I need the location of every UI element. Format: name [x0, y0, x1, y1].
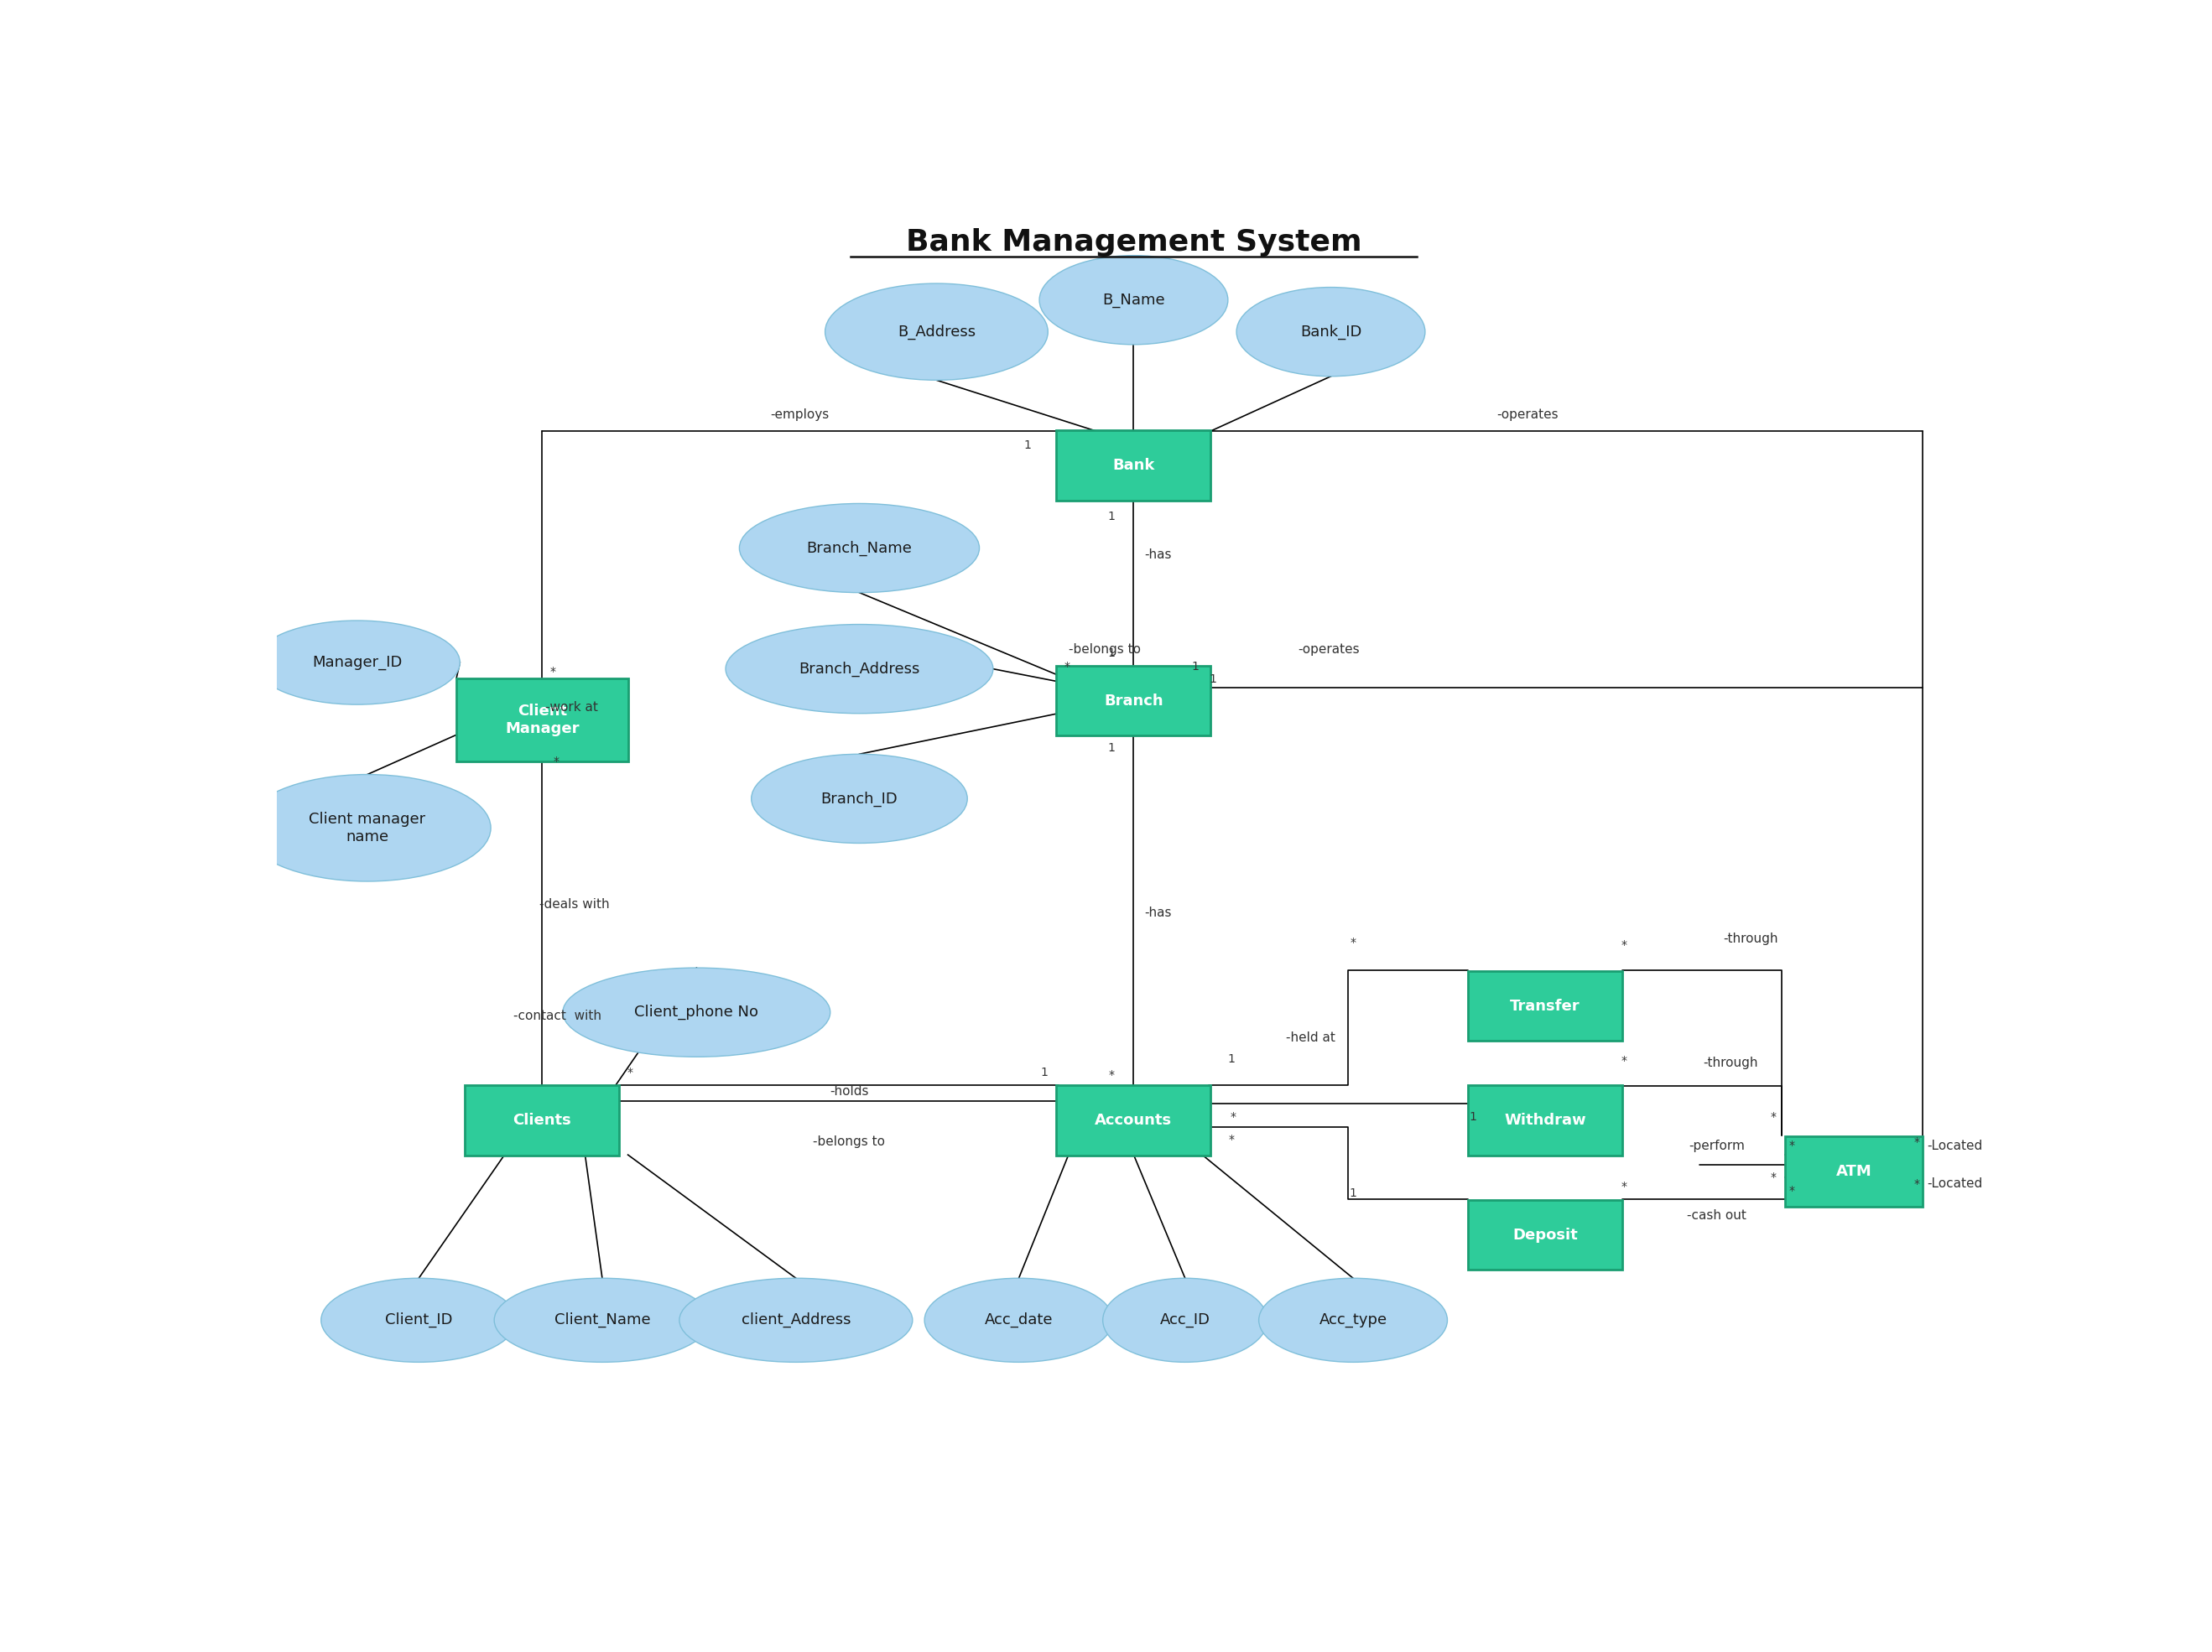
Text: *: *: [549, 666, 555, 677]
Text: 1: 1: [1228, 1054, 1234, 1066]
Text: Withdraw: Withdraw: [1504, 1113, 1586, 1128]
Text: Branch: Branch: [1104, 694, 1164, 709]
Text: Branch_ID: Branch_ID: [821, 791, 898, 806]
Ellipse shape: [1040, 256, 1228, 345]
Text: -belongs to: -belongs to: [814, 1137, 885, 1148]
Text: -cash out: -cash out: [1688, 1209, 1745, 1222]
FancyBboxPatch shape: [1057, 431, 1210, 501]
Text: -operates: -operates: [1298, 644, 1360, 656]
Text: 1: 1: [1208, 674, 1217, 686]
Text: 1: 1: [1192, 661, 1199, 672]
FancyBboxPatch shape: [1469, 1085, 1621, 1155]
Text: ATM: ATM: [1836, 1163, 1871, 1180]
Text: *: *: [1230, 1110, 1237, 1122]
Ellipse shape: [679, 1279, 914, 1363]
Ellipse shape: [752, 753, 967, 843]
Text: 1: 1: [1108, 648, 1115, 659]
FancyBboxPatch shape: [1469, 971, 1621, 1041]
Ellipse shape: [562, 968, 830, 1057]
Ellipse shape: [1104, 1279, 1267, 1363]
Text: -has: -has: [1144, 907, 1172, 920]
Text: Clients: Clients: [513, 1113, 571, 1128]
FancyBboxPatch shape: [465, 1085, 619, 1155]
FancyBboxPatch shape: [1057, 1085, 1210, 1155]
Text: -held at: -held at: [1285, 1031, 1334, 1044]
Text: B_Address: B_Address: [898, 324, 975, 339]
Text: *: *: [1064, 661, 1071, 672]
Text: -through: -through: [1703, 1057, 1759, 1069]
Text: -Located: -Located: [1927, 1140, 1982, 1151]
Text: *: *: [1790, 1184, 1794, 1196]
Ellipse shape: [726, 624, 993, 714]
Ellipse shape: [493, 1279, 710, 1363]
Text: Deposit: Deposit: [1513, 1227, 1577, 1242]
Text: -holds: -holds: [830, 1085, 869, 1097]
Text: *: *: [1621, 1056, 1626, 1067]
Ellipse shape: [321, 1279, 515, 1363]
Text: -has: -has: [1144, 548, 1172, 560]
Text: 1: 1: [1108, 742, 1115, 753]
Text: Client_Name: Client_Name: [555, 1313, 650, 1328]
Text: Acc_type: Acc_type: [1318, 1313, 1387, 1328]
Ellipse shape: [1259, 1279, 1447, 1363]
Text: 1: 1: [1108, 510, 1115, 522]
Ellipse shape: [243, 775, 491, 881]
FancyBboxPatch shape: [1469, 1199, 1621, 1270]
Text: *: *: [1228, 1133, 1234, 1145]
Text: *: *: [1349, 937, 1356, 948]
Text: Acc_ID: Acc_ID: [1159, 1313, 1210, 1328]
Text: Branch_Name: Branch_Name: [807, 540, 911, 555]
Text: *: *: [1621, 1181, 1626, 1193]
Text: -Located: -Located: [1927, 1178, 1982, 1191]
Text: Branch_Address: Branch_Address: [799, 661, 920, 677]
Text: -belongs to: -belongs to: [1068, 644, 1141, 656]
Text: B_Name: B_Name: [1102, 292, 1166, 307]
Ellipse shape: [1237, 287, 1425, 377]
FancyBboxPatch shape: [1057, 666, 1210, 735]
Text: *: *: [1108, 1069, 1115, 1080]
Text: -employs: -employs: [770, 408, 830, 421]
Text: 1: 1: [1349, 1188, 1356, 1199]
Text: Client manager
name: Client manager name: [310, 811, 425, 844]
Text: *: *: [626, 1066, 633, 1079]
Text: -through: -through: [1723, 932, 1778, 945]
Text: Manager_ID: Manager_ID: [312, 654, 403, 671]
Text: client_Address: client_Address: [741, 1313, 852, 1328]
Ellipse shape: [825, 284, 1048, 380]
Ellipse shape: [925, 1279, 1113, 1363]
Text: *: *: [1913, 1178, 1920, 1189]
Text: -deals with: -deals with: [540, 899, 611, 910]
Text: *: *: [1913, 1137, 1920, 1148]
Text: *: *: [1621, 938, 1626, 952]
Text: -perform: -perform: [1688, 1140, 1745, 1151]
Text: *: *: [553, 757, 560, 768]
Text: 1: 1: [1042, 1066, 1048, 1079]
Text: Acc_date: Acc_date: [984, 1313, 1053, 1328]
Text: 1: 1: [1024, 439, 1031, 451]
Text: Bank Management System: Bank Management System: [905, 228, 1363, 258]
Text: *: *: [1770, 1171, 1776, 1183]
Text: -operates: -operates: [1498, 408, 1559, 421]
Text: -work at: -work at: [544, 700, 597, 714]
Text: Client_ID: Client_ID: [385, 1313, 453, 1328]
Text: Bank_ID: Bank_ID: [1301, 324, 1363, 339]
Text: -contact  with: -contact with: [513, 1009, 602, 1023]
Ellipse shape: [254, 621, 460, 704]
FancyBboxPatch shape: [456, 679, 628, 762]
Text: Transfer: Transfer: [1511, 998, 1579, 1014]
Text: *: *: [1790, 1140, 1794, 1151]
Text: Bank: Bank: [1113, 458, 1155, 472]
Text: *: *: [1770, 1110, 1776, 1122]
Text: Accounts: Accounts: [1095, 1113, 1172, 1128]
Ellipse shape: [739, 504, 980, 593]
FancyBboxPatch shape: [1785, 1137, 1922, 1206]
Text: Client
Manager: Client Manager: [504, 704, 580, 737]
Text: Client_phone No: Client_phone No: [635, 1004, 759, 1019]
Text: 1: 1: [1469, 1110, 1478, 1122]
